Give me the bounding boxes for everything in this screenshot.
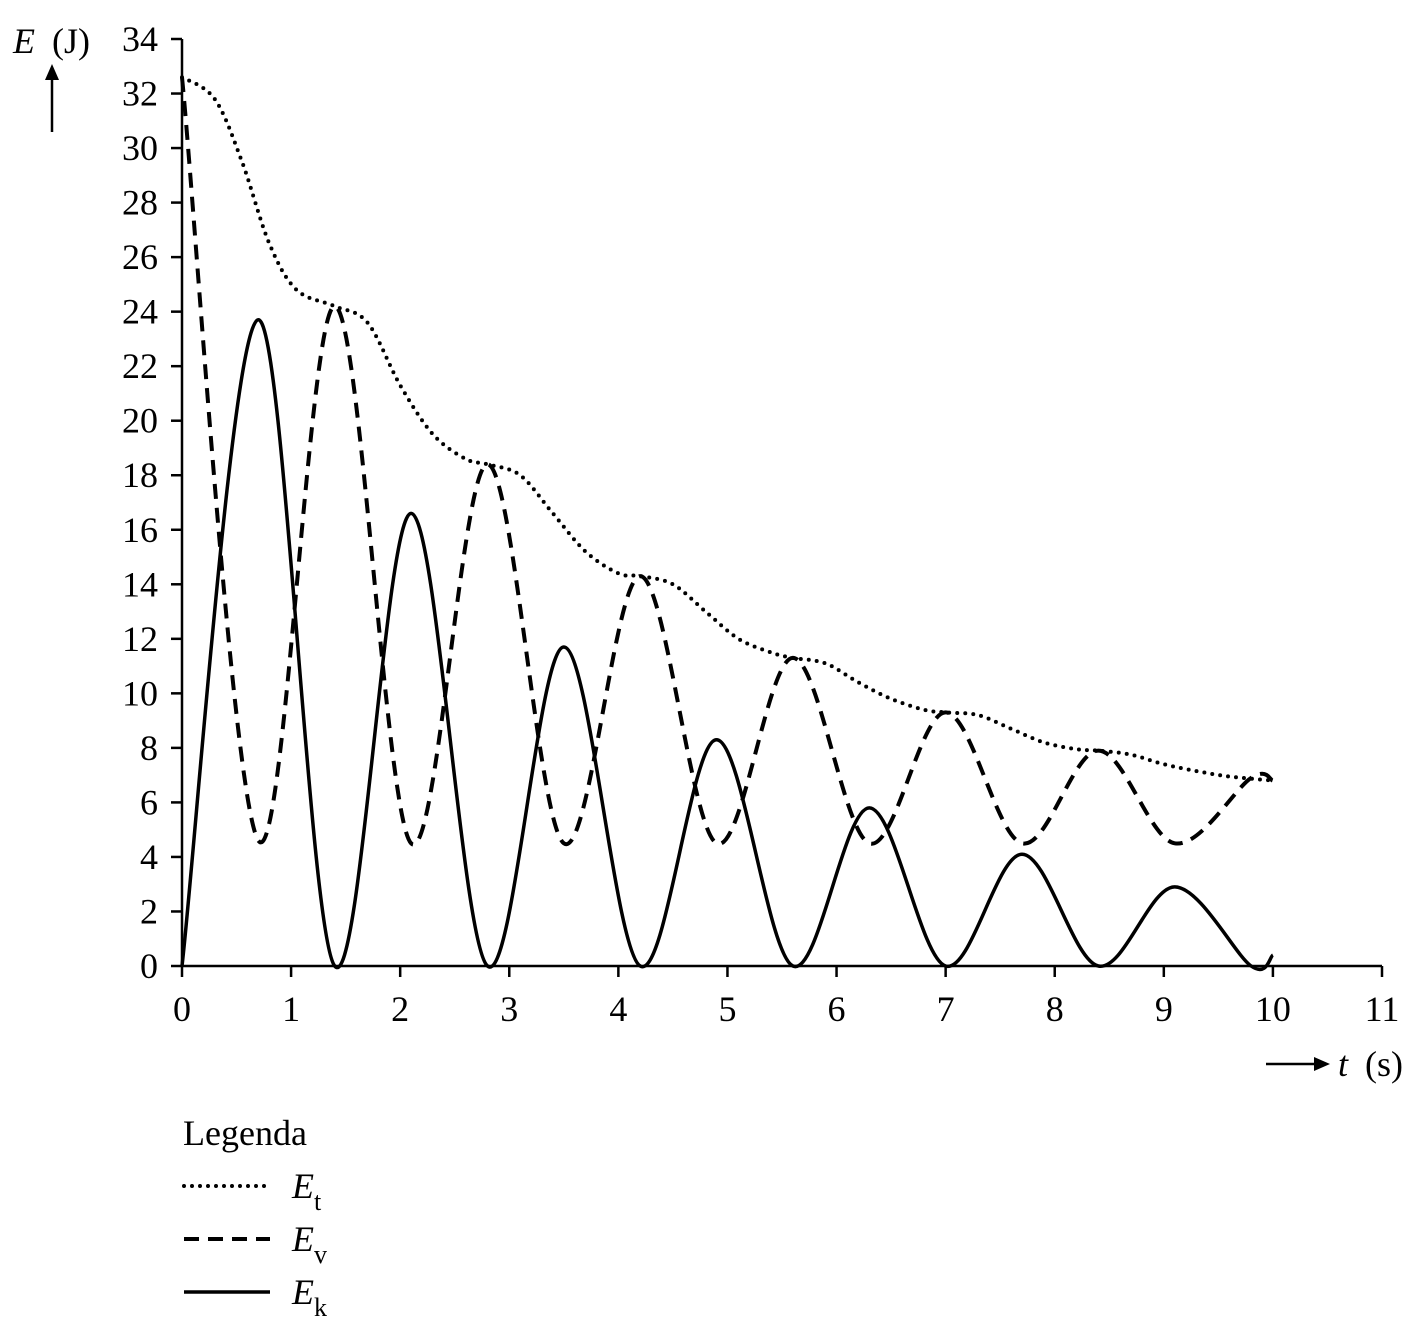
y-axis-unit: (J) [52,21,90,61]
legend-subscript: v [314,1240,327,1269]
y-axis-symbol: E [12,21,35,61]
legend-label-t: Et [291,1166,322,1216]
series-layer [180,75,1275,972]
legend-subscript: k [314,1293,327,1322]
y-tick-label: 30 [122,128,158,168]
x-tick-label: 1 [282,989,300,1029]
x-axis-label: t (s) [1266,1044,1403,1084]
y-tick-label: 0 [140,946,158,986]
x-tick-label: 2 [391,989,409,1029]
legend-subscript: t [314,1187,322,1216]
y-tick-label: 20 [122,401,158,441]
x-axis-arrow-head [1314,1057,1330,1071]
x-tick-label: 10 [1255,989,1291,1029]
x-tick-label: 9 [1155,989,1173,1029]
y-tick-label: 32 [122,74,158,114]
x-tick-label: 4 [609,989,627,1029]
y-tick-label: 18 [122,455,158,495]
y-tick-label: 16 [122,510,158,550]
y-tick-label: 14 [122,564,158,604]
series-line-Ek [180,318,1275,972]
series-line-Et [180,75,1275,783]
x-axis-symbol: t [1338,1044,1349,1084]
x-tick-label: 3 [500,989,518,1029]
svg-text:E (J): E (J) [12,21,90,61]
legend-title: Legenda [183,1113,307,1153]
x-tick-label: 11 [1365,989,1400,1029]
y-tick-label: 8 [140,728,158,768]
y-tick-label: 24 [122,292,158,332]
axes [180,39,1382,968]
series-line-Ev [180,77,1274,847]
y-axis-label: E (J) [12,21,90,132]
x-axis-unit: (s) [1365,1044,1403,1084]
legend-symbol: E [291,1272,314,1312]
x-tick-label: 5 [718,989,736,1029]
legend-label-v: Ev [291,1219,327,1269]
y-tick-label: 2 [140,891,158,931]
y-axis-arrow-head [45,64,59,80]
y-tick-label: 4 [140,837,158,877]
svg-text:t (s): t (s) [1338,1044,1403,1084]
x-ticks: 0 1 2 3 4 5 6 7 8 9 10 11 [173,966,1399,1029]
x-tick-label: 7 [937,989,955,1029]
x-tick-label: 0 [173,989,191,1029]
y-tick-label: 34 [122,19,158,59]
y-tick-label: 12 [122,619,158,659]
x-tick-label: 8 [1046,989,1064,1029]
y-tick-label: 22 [122,346,158,386]
legend-label-k: Ek [291,1272,327,1322]
y-tick-label: 6 [140,782,158,822]
y-tick-label: 26 [122,237,158,277]
legend-symbol: E [291,1219,314,1259]
legend-symbol: E [291,1166,314,1206]
y-tick-label: 28 [122,183,158,223]
y-tick-label: 10 [122,673,158,713]
x-tick-label: 6 [828,989,846,1029]
